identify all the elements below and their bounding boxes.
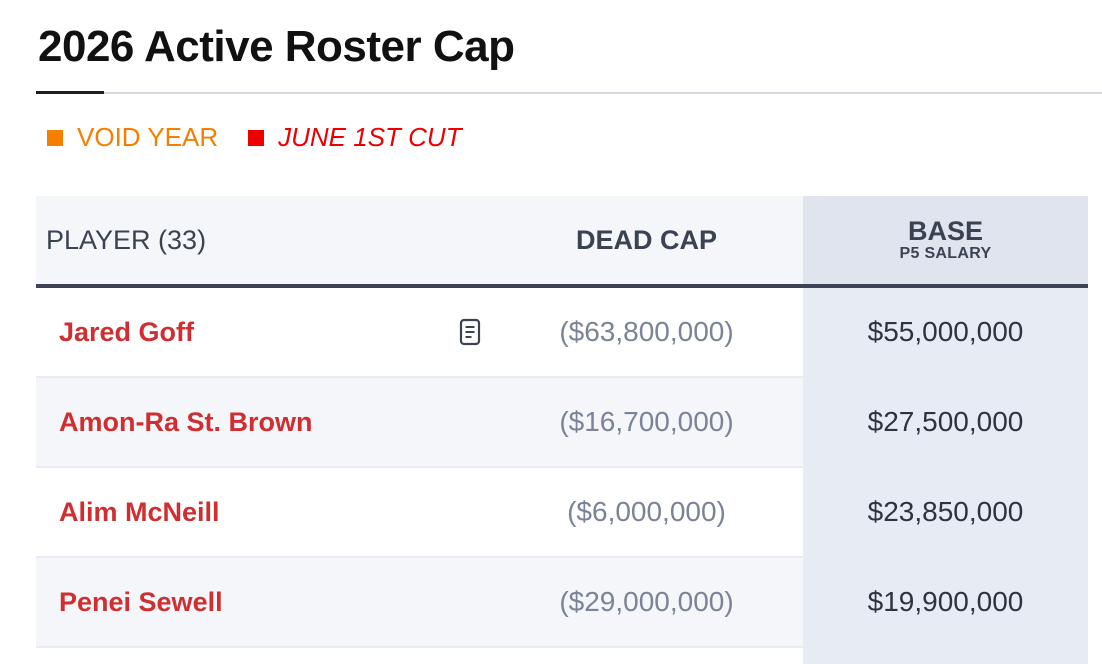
- legend-label-void-year: VOID YEAR: [77, 122, 219, 152]
- column-header-player[interactable]: PLAYER (33): [46, 196, 206, 284]
- table-row: Penei Sewell ($29,000,000) $19,900,000: [36, 558, 1102, 648]
- base-header-bg: [803, 196, 1088, 284]
- column-header-dead-cap-label: DEAD CAP: [575, 224, 717, 255]
- player-name-link[interactable]: Jared Goff: [59, 316, 195, 347]
- legend-item-june-1st-cut: JUNE 1ST CUT: [248, 122, 462, 153]
- base-salary-value: $27,500,000: [867, 406, 1024, 437]
- row-bg: [36, 558, 504, 646]
- note-button[interactable]: [458, 288, 482, 376]
- title-divider-accent: [36, 91, 104, 94]
- table-row: Amon-Ra St. Brown ($16,700,000) $27,500,…: [36, 378, 1102, 468]
- dead-cap-value: ($6,000,000): [567, 496, 726, 527]
- table-right-gutter: [1088, 196, 1102, 664]
- row-bg: [504, 558, 803, 646]
- table-header: PLAYER (33) DEAD CAP BASE P5 SALARY: [36, 196, 1102, 288]
- row-bg: [36, 378, 504, 466]
- title-divider: [36, 92, 1102, 94]
- roster-table: PLAYER (33) DEAD CAP BASE P5 SALARY Jare…: [36, 196, 1102, 664]
- column-header-base-label: BASE: [907, 216, 983, 246]
- legend-label-june-1st-cut: JUNE 1ST CUT: [278, 122, 462, 152]
- row-bg: [504, 378, 803, 466]
- player-name-link[interactable]: Penei Sewell: [59, 586, 223, 617]
- column-header-base[interactable]: BASE P5 SALARY: [803, 196, 1088, 284]
- base-salary-value: $19,900,000: [867, 586, 1024, 617]
- dead-cap-value: ($29,000,000): [559, 586, 734, 617]
- player-name-link[interactable]: Amon-Ra St. Brown: [59, 406, 313, 437]
- legend: VOID YEAR JUNE 1ST CUT: [47, 122, 492, 153]
- void-year-swatch: [47, 129, 63, 146]
- column-header-dead-cap[interactable]: DEAD CAP: [504, 196, 789, 284]
- page-title: 2026 Active Roster Cap: [38, 22, 515, 71]
- base-salary-value: $23,850,000: [867, 496, 1024, 527]
- legend-item-void-year: VOID YEAR: [47, 122, 218, 153]
- june-1st-cut-swatch: [248, 129, 265, 146]
- base-salary-value: $55,000,000: [867, 316, 1024, 347]
- column-header-base-sublabel: P5 SALARY: [899, 245, 992, 262]
- dead-cap-value: ($63,800,000): [559, 316, 734, 347]
- column-header-player-label: PLAYER (33): [46, 224, 207, 255]
- table-row: Alim McNeill ($6,000,000) $23,850,000: [36, 468, 1102, 558]
- table-row: Jared Goff ($63,800,000) $55,000,000: [36, 288, 1102, 378]
- player-name-link[interactable]: Alim McNeill: [59, 496, 220, 527]
- document-icon: [459, 318, 481, 346]
- dead-cap-value: ($16,700,000): [559, 406, 734, 437]
